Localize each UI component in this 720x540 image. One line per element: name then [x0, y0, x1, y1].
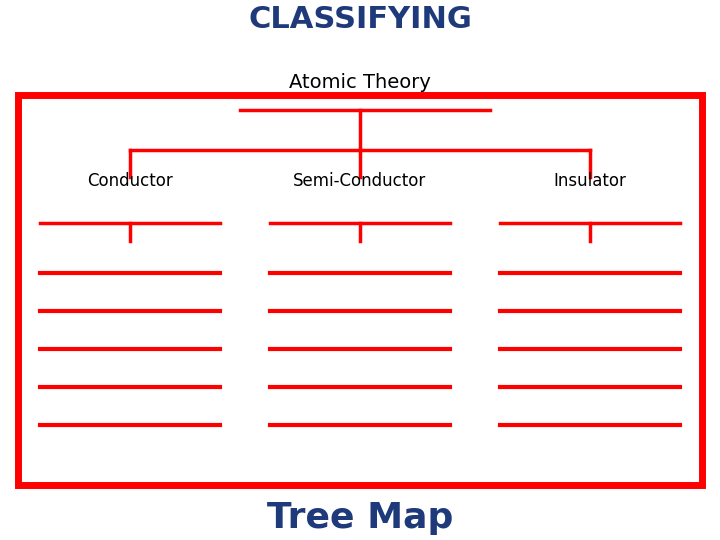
Text: Insulator: Insulator	[554, 172, 626, 190]
Text: Conductor: Conductor	[87, 172, 173, 190]
Text: Semi-Conductor: Semi-Conductor	[293, 172, 427, 190]
Text: CLASSIFYING: CLASSIFYING	[248, 5, 472, 35]
FancyBboxPatch shape	[18, 95, 702, 485]
Text: Tree Map: Tree Map	[267, 501, 453, 535]
Text: Atomic Theory: Atomic Theory	[289, 73, 431, 92]
